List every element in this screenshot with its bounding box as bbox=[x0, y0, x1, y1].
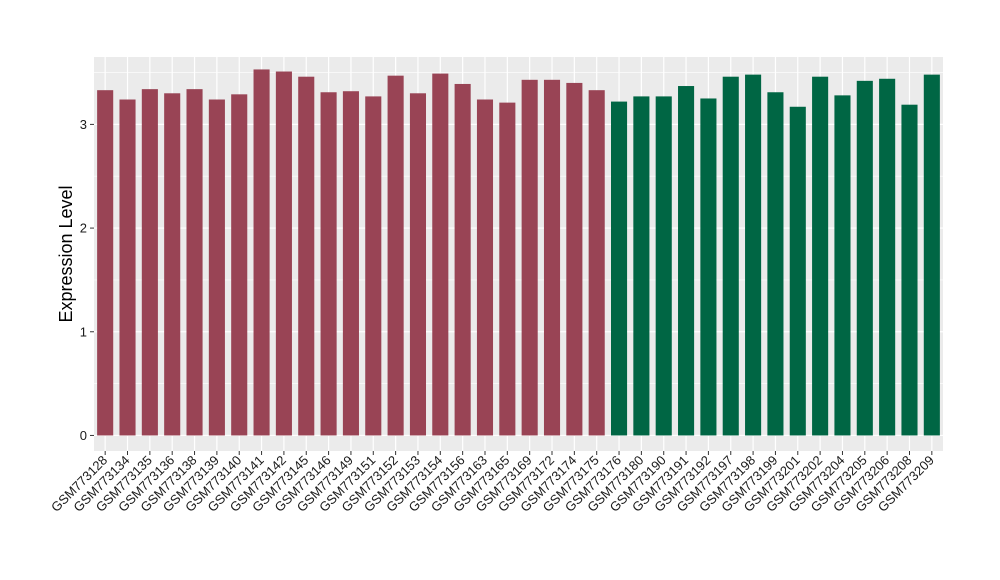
bar-GSM773199 bbox=[767, 92, 784, 436]
y-tick-label: 1 bbox=[80, 324, 87, 339]
bar-GSM773128 bbox=[97, 90, 114, 436]
bar-GSM773198 bbox=[745, 74, 762, 436]
bar-GSM773134 bbox=[119, 99, 136, 436]
bar-GSM773138 bbox=[186, 89, 203, 436]
bar-GSM773180 bbox=[633, 96, 650, 436]
bar-GSM773202 bbox=[812, 76, 829, 436]
y-axis: 0 1 2 3 bbox=[80, 117, 94, 443]
bar-GSM773172 bbox=[543, 79, 561, 436]
bar-GSM773154 bbox=[432, 73, 449, 436]
bar-GSM773146 bbox=[320, 92, 337, 436]
bar-GSM773136 bbox=[164, 93, 181, 436]
y-axis-title: Expression Level bbox=[56, 185, 76, 322]
bar-GSM773201 bbox=[789, 106, 806, 436]
bar-GSM773141 bbox=[253, 69, 270, 436]
bar-GSM773153 bbox=[409, 93, 427, 436]
bar-GSM773206 bbox=[879, 78, 896, 436]
bar-GSM773209 bbox=[923, 74, 940, 436]
x-axis: GSM773128GSM773134GSM773135GSM773136GSM7… bbox=[48, 451, 937, 515]
bar-GSM773190 bbox=[655, 96, 672, 436]
bar-GSM773140 bbox=[231, 94, 248, 436]
y-tick-label: 0 bbox=[80, 428, 87, 443]
bar-GSM773176 bbox=[610, 101, 628, 436]
bar-GSM773152 bbox=[387, 75, 404, 436]
bar-GSM773192 bbox=[700, 98, 717, 436]
bar-GSM773151 bbox=[365, 96, 382, 436]
y-tick-label: 3 bbox=[80, 117, 87, 132]
bar-GSM773163 bbox=[476, 99, 494, 436]
bar-GSM773142 bbox=[275, 71, 292, 436]
bar-GSM773135 bbox=[141, 89, 158, 436]
bar-GSM773165 bbox=[499, 102, 516, 436]
bar-GSM773205 bbox=[856, 80, 873, 436]
bar-GSM773208 bbox=[901, 104, 918, 436]
bar-GSM773139 bbox=[208, 99, 225, 436]
bar-GSM773156 bbox=[454, 83, 471, 436]
bars bbox=[97, 69, 940, 436]
bar-GSM773191 bbox=[678, 86, 695, 436]
bar-GSM773197 bbox=[722, 76, 739, 436]
y-tick-label: 2 bbox=[80, 221, 87, 236]
bar-GSM773174 bbox=[566, 82, 583, 436]
bar-GSM773204 bbox=[834, 95, 851, 436]
bar-GSM773175 bbox=[588, 90, 605, 436]
bar-GSM773149 bbox=[342, 91, 359, 436]
bar-GSM773169 bbox=[521, 79, 538, 436]
bar-GSM773145 bbox=[298, 76, 315, 436]
